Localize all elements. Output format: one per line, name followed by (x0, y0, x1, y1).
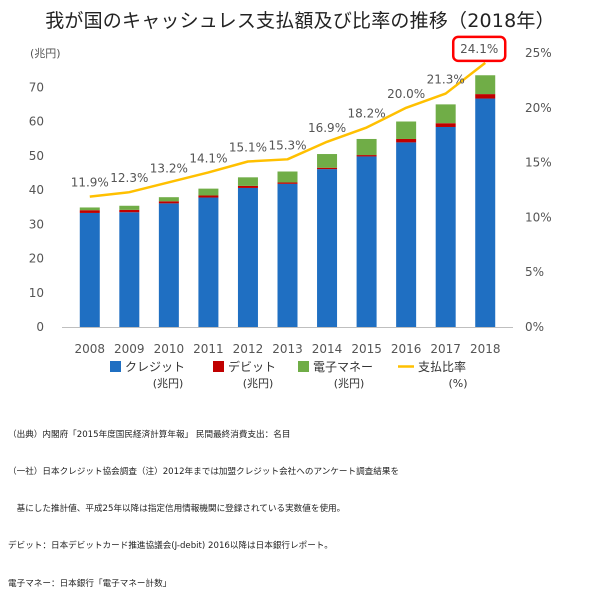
y-right-tick-label: 25% (525, 46, 552, 60)
bar-segment (396, 121, 417, 139)
bar-segment (317, 169, 338, 327)
x-tick-label: 2015 (351, 342, 382, 356)
ratio-data-label: 16.9% (308, 121, 346, 135)
ratio-data-label: 12.3% (110, 171, 148, 185)
bar-segment (119, 209, 140, 213)
chart: (兆円) 0 10 20 30 40 50 60 70 0% 5% 10% 15% 20% 25% 2008 2… (29, 35, 552, 390)
bar-segment (79, 212, 100, 327)
legend-swatch (110, 361, 121, 372)
bar-segment (277, 171, 298, 183)
note-line: 電子マネー：日本銀行「電子マネー計数」 (8, 578, 172, 589)
x-tick-label: 2013 (272, 342, 303, 356)
note-line: （一社）日本クレジット協会調査（注）2012年までは加盟クレジット会社へのアンケ… (8, 467, 400, 478)
bar-segment (435, 123, 456, 127)
legend-swatch (298, 361, 309, 372)
x-tick-label: 2016 (391, 342, 422, 356)
bar-segment (396, 138, 417, 143)
note-line: （出典）内閣府「2015年度国民経済計算年報」 民間最終消費支出：名目 (8, 429, 291, 440)
bar-segment (396, 142, 417, 327)
ratio-data-label: 15.1% (229, 141, 267, 155)
ratio-line (89, 61, 486, 198)
legend-unit: (兆円) (153, 377, 184, 390)
bar-segment (79, 207, 100, 211)
x-tick-label: 2012 (233, 342, 264, 356)
note-line: デビット：日本デビットカード推進協議会(J-debit) 2016以降は日本銀行… (8, 541, 333, 552)
y-left-tick-label: 60 (29, 115, 44, 129)
bar-segment (198, 197, 219, 327)
ratio-data-label: 14.1% (189, 151, 227, 165)
y-right-tick-label: 0% (525, 320, 544, 334)
bar-segment (356, 156, 377, 327)
ratio-data-label: 13.2% (150, 161, 188, 175)
y-left-tick-label: 10 (29, 286, 44, 300)
bar-segment (198, 195, 219, 198)
ratio-data-label: 20.0% (387, 87, 425, 101)
highlight-box (451, 35, 507, 63)
ratio-data-label: 15.3% (268, 138, 306, 152)
bar-segment (237, 185, 258, 188)
bar-segment (119, 205, 140, 210)
bar-segment (356, 138, 377, 156)
y-left-tick-label: 30 (29, 217, 44, 231)
x-tick-label: 2009 (114, 342, 145, 356)
y-left-tick-label: 20 (29, 252, 44, 266)
bar-segment (237, 187, 258, 327)
bar-segment (317, 167, 338, 170)
note-line: 基にした推計値、平成25年以降は指定信用情報機関に登録されている実数値を使用。 (8, 504, 346, 515)
y-right-tick-label: 10% (525, 210, 552, 224)
legend-label: 電子マネー (313, 360, 373, 374)
bar-segment (277, 183, 298, 327)
x-tick-label: 2010 (154, 342, 185, 356)
y-left-tick-label: 70 (29, 80, 44, 94)
y-right-tick-label: 5% (525, 265, 544, 279)
bar-segment (317, 154, 338, 168)
y-left-tick-label: 50 (29, 149, 44, 163)
y-right-tick-label: 20% (525, 101, 552, 115)
legend-label: 支払比率 (418, 359, 466, 374)
bar-segment (435, 104, 456, 124)
legend-label: デビット (228, 359, 276, 374)
bar-segment (435, 126, 456, 327)
x-tick-label: 2008 (74, 342, 105, 356)
legend-unit: (%) (448, 377, 467, 390)
bar-segment (158, 197, 179, 202)
ratio-data-label: 21.3% (427, 73, 465, 87)
x-tick-label: 2018 (470, 342, 501, 356)
legend-unit: (兆円) (334, 377, 365, 390)
ratio-data-label: 11.9% (71, 176, 109, 190)
bar-segment (475, 94, 496, 99)
bar-segment (158, 201, 179, 204)
x-tick-label: 2017 (430, 342, 461, 356)
bar-segment (119, 212, 140, 327)
chart-title: 我が国のキャッシュレス支払額及び比率の推移（2018年） (45, 10, 555, 32)
bar-segment (356, 155, 377, 157)
y-left-tick-label: 40 (29, 183, 44, 197)
bar-segment (475, 75, 496, 95)
bar-segment (237, 177, 258, 186)
y-axis-unit-label: (兆円) (30, 47, 61, 60)
ratio-data-label: 18.2% (348, 107, 386, 121)
bar-segment (198, 188, 219, 196)
ratio-data-label: 24.1% (460, 42, 498, 56)
legend-label: クレジット (125, 360, 185, 374)
bar-segment (158, 203, 179, 327)
x-tick-label: 2014 (312, 342, 343, 356)
bar-segment (277, 182, 298, 184)
bar-segment (79, 210, 100, 213)
legend-swatch (213, 361, 224, 372)
legend-unit: (兆円) (243, 377, 274, 390)
source-notes: （出典）内閣府「2015年度国民経済計算年報」 民間最終消費支出：名目 （一社）… (8, 404, 598, 603)
y-left-tick-label: 0 (36, 320, 44, 334)
bar-segment (475, 98, 496, 328)
x-tick-label: 2011 (193, 342, 224, 356)
y-right-tick-label: 15% (525, 156, 552, 170)
